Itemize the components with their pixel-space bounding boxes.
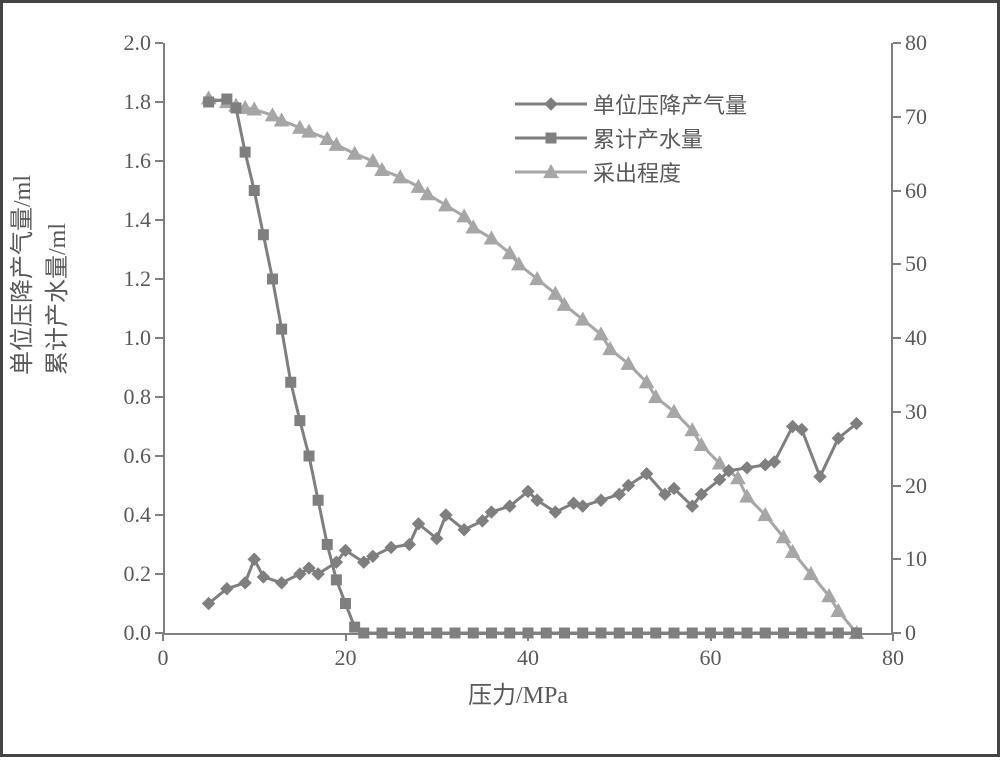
series-marker-water xyxy=(258,230,268,240)
series-marker-water xyxy=(523,628,533,638)
series-marker-water xyxy=(359,628,369,638)
series-marker-water xyxy=(742,628,752,638)
series-marker-water xyxy=(651,628,661,638)
series-marker-water xyxy=(614,628,624,638)
series-marker-recovery xyxy=(740,490,754,503)
series-marker-recovery xyxy=(485,231,499,244)
legend: 单位压降产气量累计产水量采出程度 xyxy=(503,81,759,195)
series-marker-water xyxy=(578,628,588,638)
series-marker-water xyxy=(322,540,332,550)
series-marker-water xyxy=(669,628,679,638)
series-marker-water xyxy=(687,628,697,638)
series-marker-recovery xyxy=(348,147,362,160)
series-marker-gas xyxy=(814,471,826,483)
legend-label: 累计产水量 xyxy=(593,122,703,154)
series-marker-water xyxy=(815,628,825,638)
series-marker-water xyxy=(277,324,287,334)
series-marker-water xyxy=(414,628,424,638)
series-marker-water xyxy=(487,628,497,638)
series-marker-water xyxy=(350,622,360,632)
series-marker-water xyxy=(779,628,789,638)
series-marker-recovery xyxy=(439,198,453,211)
series-marker-gas xyxy=(248,553,260,565)
series-marker-water xyxy=(541,628,551,638)
series-marker-gas xyxy=(257,571,269,583)
legend-swatch xyxy=(515,129,587,147)
legend-item: 单位压降产气量 xyxy=(515,87,747,121)
series-marker-water xyxy=(468,628,478,638)
series-marker-water xyxy=(222,94,232,104)
legend-item: 累计产水量 xyxy=(515,121,747,155)
series-marker-gas xyxy=(239,577,251,589)
series-marker-water xyxy=(304,451,314,461)
series-marker-gas xyxy=(595,494,607,506)
series-marker-water xyxy=(760,628,770,638)
series-marker-water xyxy=(852,628,862,638)
series-marker-water xyxy=(450,628,460,638)
series-marker-gas xyxy=(741,462,753,474)
series-marker-recovery xyxy=(457,209,471,222)
series-marker-water xyxy=(724,628,734,638)
series-marker-water xyxy=(706,628,716,638)
series-marker-water xyxy=(331,575,341,585)
series-marker-water xyxy=(231,103,241,113)
series-marker-water xyxy=(240,147,250,157)
series-marker-gas xyxy=(276,577,288,589)
series-marker-water xyxy=(286,377,296,387)
series-marker-water xyxy=(633,628,643,638)
series-marker-water xyxy=(313,495,323,505)
series-marker-water xyxy=(797,628,807,638)
series-marker-water xyxy=(395,628,405,638)
series-marker-recovery xyxy=(412,180,426,193)
legend-label: 单位压降产气量 xyxy=(593,88,747,120)
legend-item: 采出程度 xyxy=(515,155,747,189)
legend-swatch xyxy=(515,95,587,113)
series-marker-water xyxy=(833,628,843,638)
series-marker-water xyxy=(204,97,214,107)
series-marker-gas xyxy=(403,539,415,551)
legend-swatch xyxy=(515,163,587,181)
series-marker-gas xyxy=(385,541,397,553)
series-marker-water xyxy=(268,274,278,284)
legend-label: 采出程度 xyxy=(593,156,681,188)
plot-svg xyxy=(3,3,1000,760)
series-marker-water xyxy=(341,599,351,609)
series-marker-water xyxy=(432,628,442,638)
series-marker-water xyxy=(560,628,570,638)
series-marker-water xyxy=(295,416,305,426)
series-marker-water xyxy=(249,186,259,196)
chart-frame: 0.00.20.40.60.81.01.21.41.61.82.00102030… xyxy=(0,0,1000,757)
series-marker-water xyxy=(505,628,515,638)
series-marker-water xyxy=(596,628,606,638)
series-marker-water xyxy=(377,628,387,638)
